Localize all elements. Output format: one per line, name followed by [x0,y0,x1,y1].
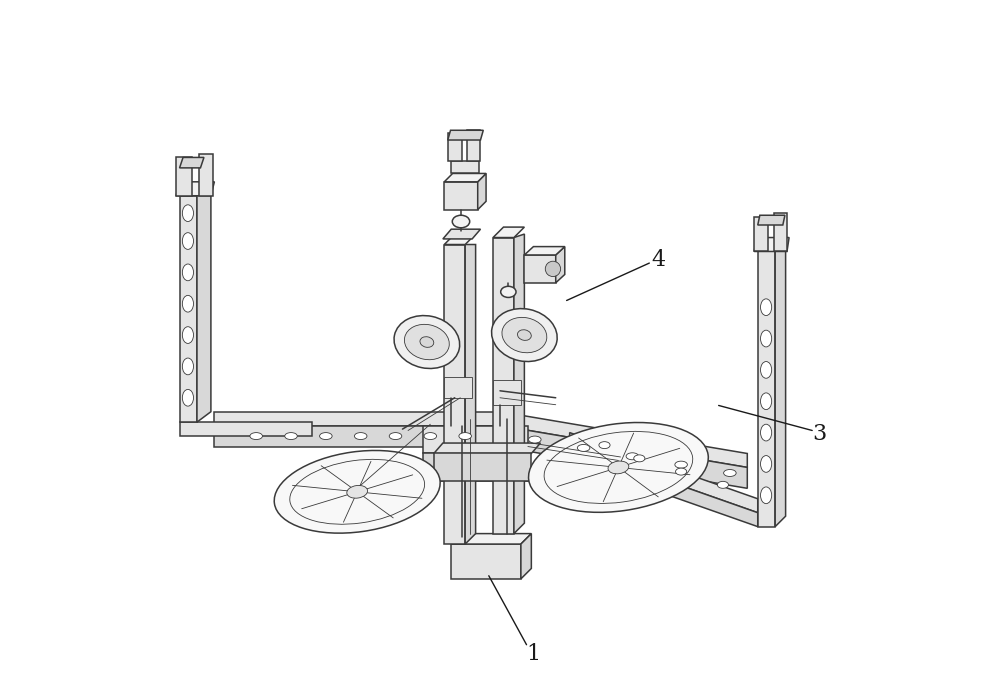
Polygon shape [444,234,476,244]
Polygon shape [444,174,486,181]
Polygon shape [524,246,565,255]
Polygon shape [451,533,531,544]
Ellipse shape [354,433,367,440]
Ellipse shape [285,433,297,440]
Polygon shape [180,422,312,436]
Polygon shape [444,244,465,544]
Ellipse shape [459,433,471,440]
Polygon shape [500,412,747,468]
Polygon shape [514,234,524,533]
Polygon shape [493,380,521,405]
Polygon shape [493,227,524,237]
Ellipse shape [675,461,687,468]
Polygon shape [493,237,514,533]
Polygon shape [448,131,483,140]
Polygon shape [570,433,758,513]
Polygon shape [197,188,211,422]
Polygon shape [556,246,565,283]
Ellipse shape [389,433,402,440]
Ellipse shape [394,315,460,369]
Ellipse shape [529,436,541,443]
Ellipse shape [517,329,531,341]
Ellipse shape [676,468,687,475]
Ellipse shape [274,450,440,533]
Ellipse shape [492,309,557,362]
Polygon shape [774,213,787,251]
Polygon shape [423,426,528,454]
Ellipse shape [182,295,193,312]
Ellipse shape [761,299,772,315]
Polygon shape [180,195,197,422]
Text: 4: 4 [652,248,666,271]
Ellipse shape [182,205,193,221]
Ellipse shape [182,358,193,375]
Polygon shape [443,229,480,239]
Ellipse shape [761,393,772,410]
Ellipse shape [724,470,736,477]
Polygon shape [775,241,786,526]
Ellipse shape [182,327,193,343]
Ellipse shape [761,362,772,378]
Polygon shape [465,244,476,544]
Ellipse shape [529,422,708,512]
Ellipse shape [761,456,772,473]
Polygon shape [478,174,486,209]
Text: 1: 1 [526,643,540,665]
Ellipse shape [577,445,590,452]
Ellipse shape [320,433,332,440]
Ellipse shape [545,261,561,276]
Polygon shape [180,158,204,168]
Polygon shape [176,158,192,195]
Text: 3: 3 [812,423,826,445]
Polygon shape [214,412,500,426]
Ellipse shape [424,433,437,440]
Ellipse shape [420,336,434,348]
Polygon shape [176,181,214,195]
Ellipse shape [182,389,193,406]
Polygon shape [423,454,528,482]
Ellipse shape [717,482,728,489]
Ellipse shape [182,232,193,249]
Ellipse shape [347,485,368,498]
Polygon shape [754,237,789,251]
Polygon shape [448,133,462,161]
Ellipse shape [599,442,610,449]
Ellipse shape [404,325,449,359]
Polygon shape [524,255,556,283]
Polygon shape [214,426,500,447]
Ellipse shape [182,264,193,281]
Polygon shape [754,216,768,251]
Ellipse shape [608,461,629,474]
Ellipse shape [502,318,547,352]
Polygon shape [521,533,531,579]
Polygon shape [758,215,785,225]
Polygon shape [570,447,758,526]
Ellipse shape [634,455,645,462]
Ellipse shape [452,215,470,228]
Polygon shape [444,377,472,398]
Polygon shape [467,130,480,161]
Ellipse shape [761,487,772,504]
Polygon shape [434,454,531,482]
Polygon shape [199,154,213,195]
Ellipse shape [250,433,262,440]
Polygon shape [451,544,521,579]
Polygon shape [444,181,478,209]
Polygon shape [434,443,540,454]
Ellipse shape [626,453,639,460]
Polygon shape [500,426,747,489]
Ellipse shape [501,286,516,297]
Ellipse shape [761,424,772,441]
Ellipse shape [761,330,772,347]
Polygon shape [758,251,775,526]
Polygon shape [451,161,479,174]
